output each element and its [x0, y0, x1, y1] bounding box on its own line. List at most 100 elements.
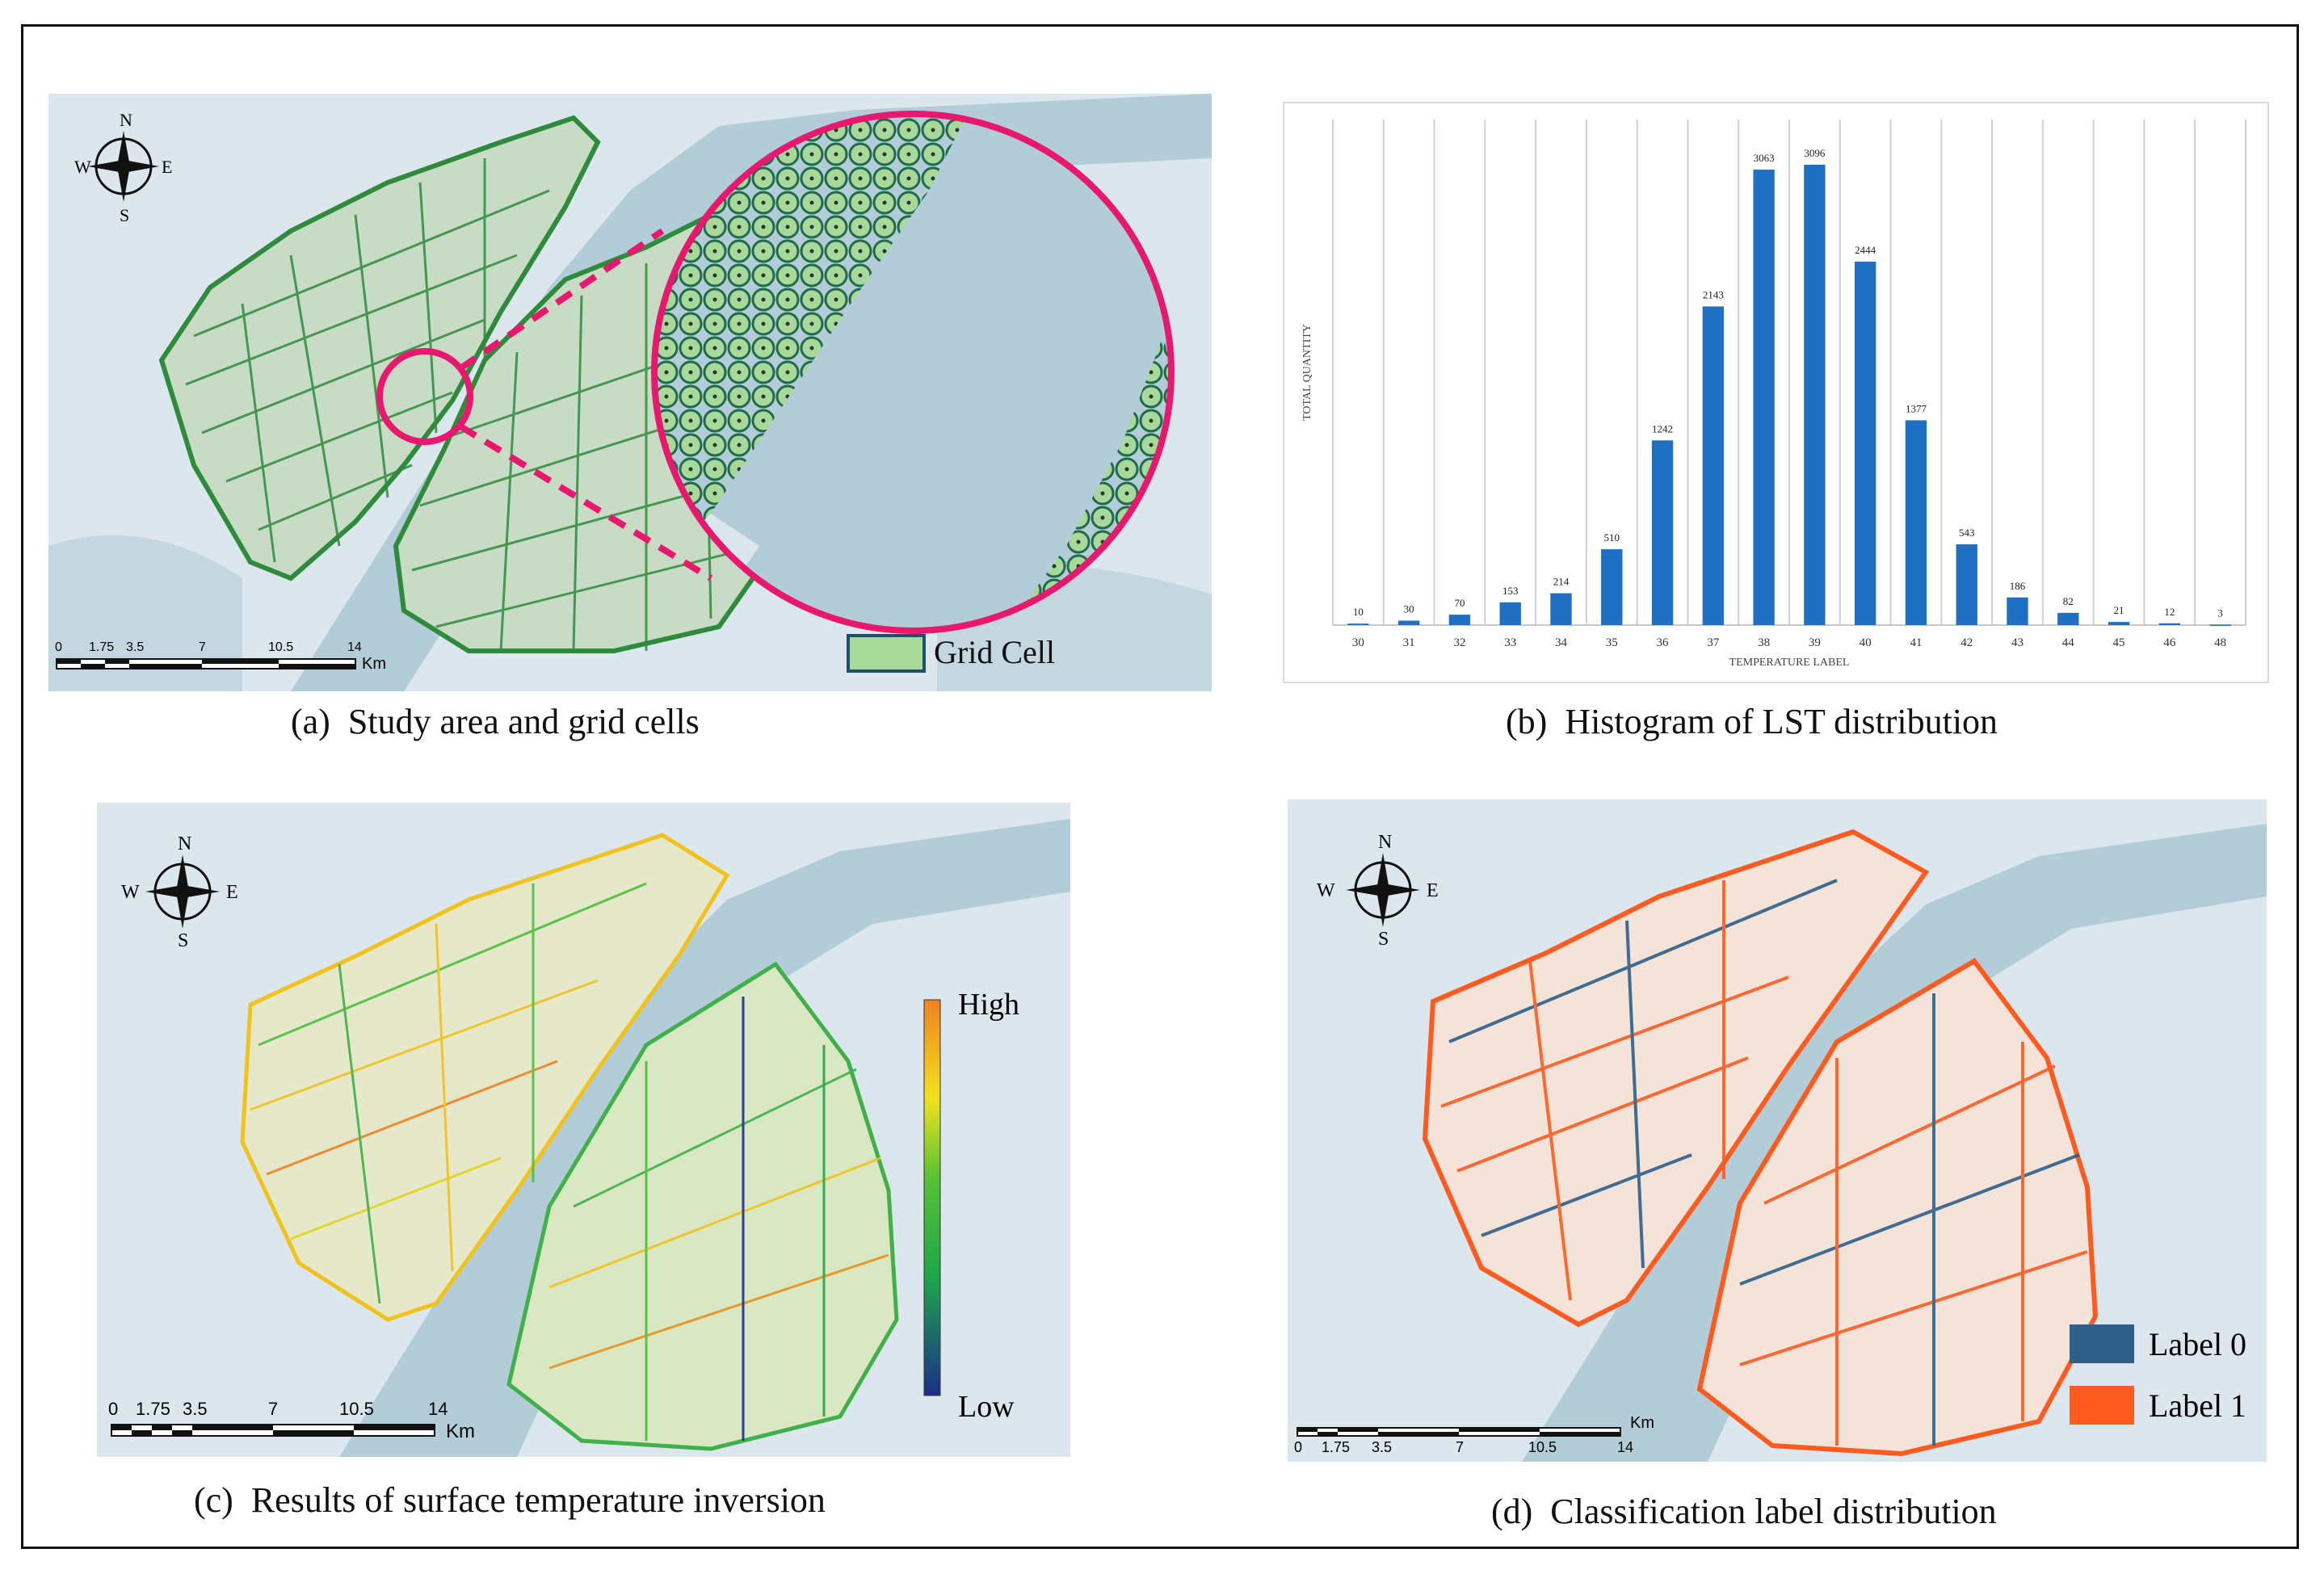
x-tick-label: 37	[1707, 636, 1720, 649]
caption-d: (d) Classification label distribution	[1491, 1492, 1997, 1531]
scale-tick: 3.5	[126, 640, 144, 654]
scale-tick: 1.75	[1322, 1439, 1350, 1455]
bar-value-label: 1377	[1906, 402, 1927, 414]
histogram-bar	[1448, 615, 1471, 625]
bar-value-label: 30	[1404, 602, 1414, 615]
histogram-bar	[2108, 622, 2130, 625]
histogram-bar	[1854, 262, 1876, 625]
compass-rose-icon	[145, 854, 220, 929]
x-axis-label: TEMPERATURE LABEL	[1729, 657, 1850, 669]
histogram-bar	[1651, 440, 1674, 625]
caption-a: (a) Study area and grid cells	[291, 702, 700, 741]
bar-value-label: 3063	[1754, 152, 1775, 164]
histogram-bar	[1753, 170, 1775, 626]
scale-tick: 0	[108, 1399, 118, 1419]
scale-tick: 3.5	[183, 1399, 208, 1419]
scale-tick: 14	[347, 640, 362, 654]
temperature-ramp	[923, 999, 941, 1396]
compass-rose-icon	[1346, 853, 1420, 927]
figure-frame	[21, 24, 2299, 1549]
x-tick-label: 46	[2163, 636, 2176, 649]
scale-tick: 14	[1617, 1439, 1633, 1455]
compass-w: W	[74, 157, 91, 177]
bar-value-label: 10	[1353, 606, 1364, 618]
histogram-box: 10 30 30 31 70 32 153 33 214 34 510 35 1242 36 2143 37 3…	[1283, 102, 2269, 683]
bar-value-label: 12	[2164, 606, 2175, 618]
histogram-bar	[1499, 602, 1521, 625]
x-tick-label: 44	[2062, 636, 2075, 649]
histogram-bar	[1702, 306, 1725, 625]
scale-unit: Km	[446, 1421, 475, 1442]
scale-bar: 0 1.75 3.5 7 10.5 14 Km	[55, 640, 386, 673]
caption-b: (b) Histogram of LST distribution	[1506, 702, 1998, 741]
compass-e: E	[1427, 880, 1439, 901]
bar-value-label: 153	[1502, 585, 1519, 597]
scale-tick: 3.5	[1372, 1439, 1392, 1455]
compass-n: N	[120, 110, 132, 130]
zoom-source-circle	[376, 348, 473, 445]
scale-tick: 7	[199, 640, 206, 654]
scale-unit: Km	[1630, 1414, 1654, 1432]
x-tick-label: 48	[2214, 636, 2226, 649]
scale-tick: 1.75	[136, 1399, 170, 1419]
scale-tick: 7	[268, 1399, 278, 1419]
histogram-bar	[1347, 623, 1369, 625]
caption-c: (c) Results of surface temperature inver…	[194, 1480, 826, 1520]
scale-tick: 1.75	[89, 640, 114, 654]
yangtze-river	[291, 94, 1212, 691]
histogram-bar	[2057, 612, 2079, 625]
scale-tick: 14	[428, 1399, 448, 1419]
x-tick-label: 31	[1403, 636, 1415, 649]
compass-w: W	[1317, 880, 1335, 901]
bar-value-label: 2143	[1703, 288, 1724, 300]
compass-rose-icon	[88, 131, 159, 202]
histogram-bar	[1550, 593, 1572, 625]
panel-c-map: High Low N S W E 0 1.75 3.5 7 10.5 14 Km	[97, 803, 1070, 1457]
bar-value-label: 70	[1454, 597, 1465, 609]
compass-s: S	[1378, 929, 1389, 950]
bar-value-label: 3096	[1804, 147, 1826, 159]
ramp-low: Low	[958, 1390, 1015, 1424]
label0-swatch	[2070, 1324, 2134, 1363]
temperature-map: High Low N S W E 0 1.75 3.5 7 10.5 14 Km	[97, 803, 1070, 1457]
x-tick-label: 40	[1860, 636, 1872, 649]
histogram-bar	[1601, 549, 1623, 625]
bar-value-label: 82	[2063, 595, 2074, 607]
x-tick-label: 33	[1504, 636, 1516, 649]
panel-a-map: N S W E 0 1.75 3.5 7 10.5 14 Km	[48, 94, 1212, 691]
scale-tick: 10.5	[1528, 1439, 1557, 1455]
magnified-grid-view	[654, 114, 1171, 631]
lst-histogram: 1030303170321533321434510351242362143373…	[1301, 120, 2246, 669]
y-axis-label: TOTAL QUANTITY	[1301, 324, 1313, 421]
bar-value-label: 1242	[1652, 422, 1673, 434]
x-tick-label: 30	[1352, 636, 1364, 649]
panel-d-map: Label 0 Label 1 N S W E 0 1.75 3.5 7 10.…	[1288, 800, 2267, 1462]
scale-bar: 0 1.75 3.5 7 10.5 14 Km	[108, 1399, 475, 1442]
x-tick-label: 41	[1910, 636, 1922, 649]
scale-bar: 0 1.75 3.5 7 10.5 14 Km	[1294, 1414, 1654, 1455]
scale-tick: 0	[1294, 1439, 1302, 1455]
grid-cell-label: Grid Cell	[934, 634, 1055, 670]
x-tick-label: 32	[1453, 636, 1465, 649]
bar-value-label: 186	[2010, 580, 2026, 592]
label-map: Label 0 Label 1 N S W E 0 1.75 3.5 7 10.…	[1288, 800, 2267, 1462]
bar-value-label: 2444	[1855, 244, 1876, 256]
compass-n: N	[1378, 832, 1392, 853]
bar-value-label: 214	[1553, 576, 1570, 588]
scale-unit: Km	[362, 655, 386, 673]
scale-tick: 10.5	[339, 1399, 374, 1419]
compass-s: S	[120, 205, 129, 225]
histogram-bar	[2209, 624, 2231, 626]
x-tick-label: 42	[1960, 636, 1973, 649]
histogram-bar	[1956, 544, 1977, 625]
compass-e: E	[162, 157, 172, 177]
study-area-map: N S W E 0 1.75 3.5 7 10.5 14 Km	[48, 94, 1212, 691]
x-tick-label: 38	[1758, 636, 1770, 649]
compass-n: N	[178, 833, 191, 854]
compass-s: S	[178, 930, 188, 951]
histogram-bar	[1804, 164, 1826, 625]
histogram-bar	[2007, 597, 2028, 625]
ramp-high: High	[958, 988, 1019, 1022]
bar-value-label: 543	[1959, 527, 1975, 539]
scale-tick: 0	[55, 640, 62, 654]
